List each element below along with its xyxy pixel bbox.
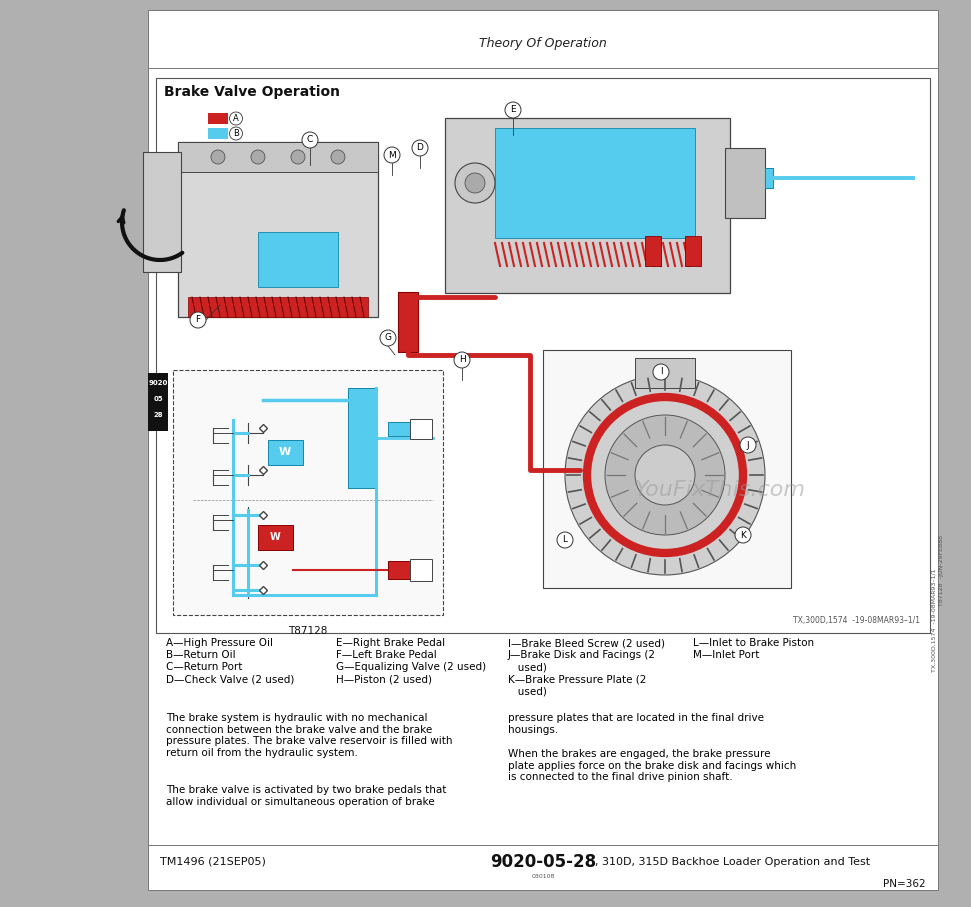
Text: F: F (195, 316, 201, 325)
Text: TX,300D,1574  -19-08MAR93–1/1: TX,300D,1574 -19-08MAR93–1/1 (793, 616, 920, 625)
Text: K—Brake Pressure Plate (2: K—Brake Pressure Plate (2 (508, 674, 647, 684)
Circle shape (455, 163, 495, 203)
Text: W: W (270, 532, 281, 542)
Text: pressure plates that are located in the final drive
housings.: pressure plates that are located in the … (508, 713, 764, 735)
Circle shape (302, 132, 318, 148)
Text: M: M (388, 151, 396, 160)
Bar (178, 142, 378, 317)
Text: Theory Of Operation: Theory Of Operation (479, 36, 607, 50)
Circle shape (190, 312, 206, 328)
Text: W: W (279, 447, 291, 457)
Circle shape (454, 352, 470, 368)
Bar (208, 128, 228, 139)
Text: I—Brake Bleed Screw (2 used): I—Brake Bleed Screw (2 used) (508, 638, 665, 648)
Bar (388, 422, 410, 436)
Circle shape (565, 375, 765, 575)
Circle shape (251, 150, 265, 164)
Text: , 310D, 315D Backhoe Loader Operation and Test: , 310D, 315D Backhoe Loader Operation an… (595, 857, 870, 867)
Text: G: G (385, 334, 391, 343)
Text: PN=362: PN=362 (884, 879, 926, 889)
Text: The brake system is hydraulic with no mechanical
connection between the brake va: The brake system is hydraulic with no me… (166, 713, 452, 758)
Text: TX,300D,1574  -19-08MAR93–1/1: TX,300D,1574 -19-08MAR93–1/1 (931, 569, 936, 672)
Bar (143, 152, 181, 272)
Text: TM1496 (21SEP05): TM1496 (21SEP05) (160, 857, 266, 867)
Text: 9020: 9020 (149, 380, 168, 386)
Circle shape (557, 532, 573, 548)
Text: 05: 05 (153, 396, 163, 402)
Bar (388, 561, 410, 579)
Bar (495, 128, 695, 238)
Circle shape (653, 364, 669, 380)
Text: H: H (458, 356, 465, 365)
Circle shape (229, 127, 243, 140)
Bar (173, 370, 443, 615)
Text: Brake Valve Operation: Brake Valve Operation (164, 85, 340, 99)
Circle shape (380, 330, 396, 346)
Text: T87128  -JUN-29FEB88: T87128 -JUN-29FEB88 (940, 534, 945, 606)
Text: 030108: 030108 (531, 873, 554, 879)
Text: F—Left Brake Pedal: F—Left Brake Pedal (336, 650, 437, 660)
Bar (348, 388, 376, 488)
Circle shape (229, 112, 243, 125)
Bar (410, 559, 432, 581)
Text: A: A (233, 114, 239, 123)
Text: The brake valve is activated by two brake pedals that
allow individual or simult: The brake valve is activated by two brak… (166, 785, 447, 806)
Text: J—Brake Disk and Facings (2: J—Brake Disk and Facings (2 (508, 650, 656, 660)
Bar (258, 525, 293, 550)
Text: used): used) (508, 662, 547, 672)
Bar (208, 113, 228, 124)
Bar (398, 292, 418, 352)
Text: L: L (562, 535, 567, 544)
Text: used): used) (508, 686, 547, 696)
Circle shape (505, 102, 521, 118)
Text: H—Piston (2 used): H—Piston (2 used) (336, 674, 432, 684)
Bar (543, 350, 791, 588)
Circle shape (465, 173, 485, 193)
Bar (268, 440, 303, 465)
Bar (445, 118, 730, 293)
Circle shape (331, 150, 345, 164)
Circle shape (211, 150, 225, 164)
Circle shape (291, 150, 305, 164)
Bar (685, 236, 701, 266)
Circle shape (384, 147, 400, 163)
Bar (645, 236, 661, 266)
Text: A—High Pressure Oil: A—High Pressure Oil (166, 638, 273, 648)
Text: E—Right Brake Pedal: E—Right Brake Pedal (336, 638, 445, 648)
Text: M—Inlet Port: M—Inlet Port (693, 650, 759, 660)
Text: E: E (510, 105, 516, 114)
Circle shape (735, 527, 751, 543)
Text: C—Return Port: C—Return Port (166, 662, 243, 672)
Text: When the brakes are engaged, the brake pressure
plate applies force on the brake: When the brakes are engaged, the brake p… (508, 749, 796, 782)
Text: D: D (417, 143, 423, 152)
Text: D—Check Valve (2 used): D—Check Valve (2 used) (166, 674, 294, 684)
Text: G—Equalizing Valve (2 used): G—Equalizing Valve (2 used) (336, 662, 486, 672)
Bar (410, 419, 432, 439)
Text: T87128: T87128 (288, 626, 327, 636)
Circle shape (740, 437, 756, 453)
Circle shape (605, 415, 725, 535)
Bar (178, 142, 378, 172)
Bar (148, 373, 168, 431)
Bar (765, 168, 773, 188)
Circle shape (412, 140, 428, 156)
Bar (725, 148, 765, 218)
Text: C: C (307, 135, 313, 144)
Bar (156, 78, 930, 633)
Text: B—Return Oil: B—Return Oil (166, 650, 236, 660)
Text: L—Inlet to Brake Piston: L—Inlet to Brake Piston (693, 638, 814, 648)
Bar (148, 10, 938, 890)
Text: J: J (747, 441, 750, 450)
Circle shape (635, 445, 695, 505)
Text: I: I (659, 367, 662, 376)
Text: 28: 28 (153, 412, 163, 418)
Bar (258, 232, 338, 287)
Text: YouFixThis.com: YouFixThis.com (634, 480, 806, 500)
Text: 9020-05-28: 9020-05-28 (490, 853, 596, 871)
Text: B: B (233, 129, 239, 138)
Text: K: K (740, 531, 746, 540)
Bar (635, 358, 695, 388)
Bar (188, 297, 368, 317)
